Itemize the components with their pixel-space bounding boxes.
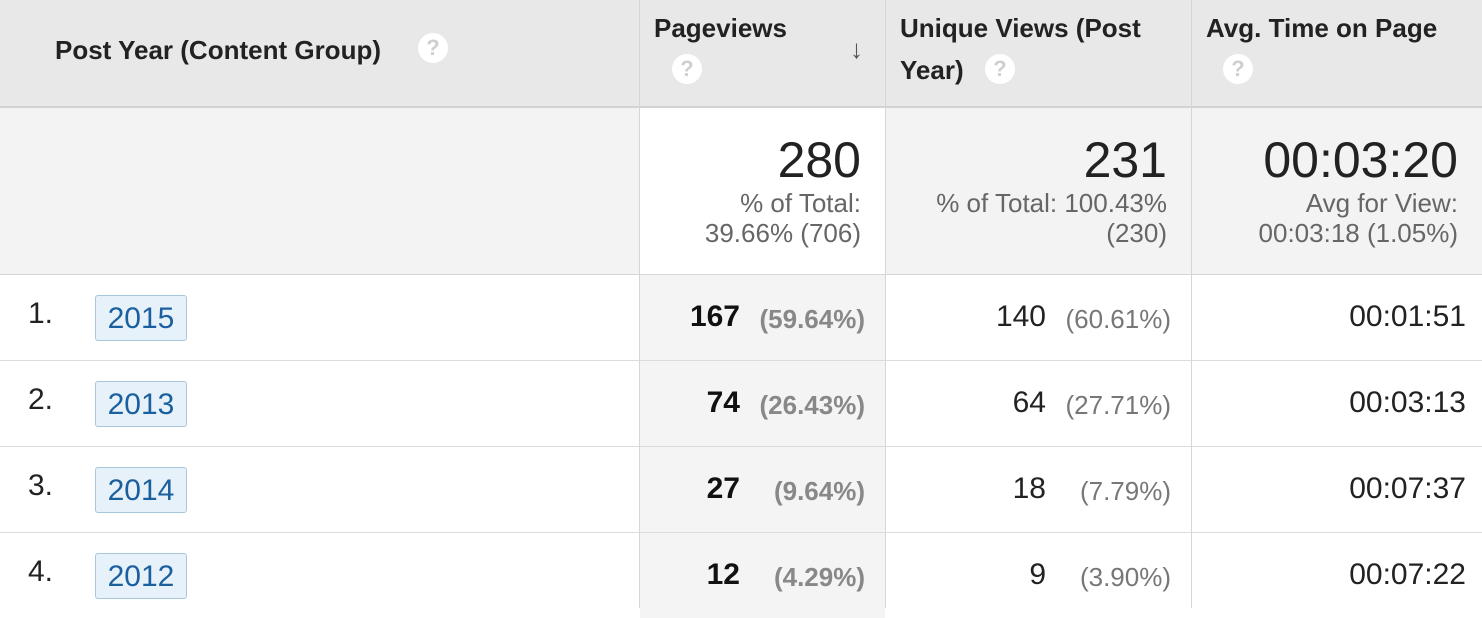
row-pageviews-cell: 74 (26.43%) xyxy=(640,361,885,446)
row-unique-cell: 64 (27.71%) xyxy=(886,361,1191,446)
total-pageviews: 280 xyxy=(777,132,861,188)
row-pageviews-cell: 167 (59.64%) xyxy=(640,275,885,360)
unique-views-percent: (27.71%) xyxy=(1065,390,1172,420)
table-row: 1. 2015 167 (59.64%) 140 (60.61%) 00:01:… xyxy=(0,275,1482,361)
total-avg-time: 00:03:20 xyxy=(1263,132,1458,188)
unique-views-percent: (7.79%) xyxy=(1079,476,1171,506)
table-row: 3. 2014 27 (9.64%) 18 (7.79%) 00:07:37 xyxy=(0,447,1482,533)
avg-time-value: 00:03:13 xyxy=(1349,386,1466,419)
avg-time-value: 00:01:51 xyxy=(1349,300,1466,333)
total-unique-views: 231 xyxy=(1083,132,1167,188)
total-unique-percent-label: % of Total: 100.43% xyxy=(936,188,1167,218)
pageviews-percent: (4.29%) xyxy=(773,562,865,592)
pageviews-percent: (9.64%) xyxy=(773,476,865,506)
unique-views-value: 18 xyxy=(1012,472,1046,505)
totals-label-cell xyxy=(0,108,639,274)
total-pageviews-percent-value: 39.66% (706) xyxy=(704,218,861,248)
avg-time-value: 00:07:37 xyxy=(1349,472,1466,505)
help-icon[interactable]: ? xyxy=(1223,54,1253,84)
help-icon[interactable]: ? xyxy=(672,54,702,84)
row-number: 1. xyxy=(28,297,54,330)
pageviews-value: 27 xyxy=(706,472,740,505)
row-avg-time-cell: 00:01:51 xyxy=(1192,275,1482,360)
row-number: 2. xyxy=(28,383,54,416)
row-pageviews-cell: 27 (9.64%) xyxy=(640,447,885,532)
pageviews-value: 167 xyxy=(689,300,740,333)
avg-for-view-value: 00:03:18 (1.05%) xyxy=(1258,218,1458,248)
row-unique-cell: 9 (3.90%) xyxy=(886,533,1191,618)
avg-for-view-label: Avg for View: xyxy=(1305,188,1458,218)
totals-pageviews-cell: 280 % of Total: 39.66% (706) xyxy=(640,108,885,274)
help-icon[interactable]: ? xyxy=(985,54,1015,84)
unique-views-percent: (3.90%) xyxy=(1079,562,1171,592)
unique-views-value: 64 xyxy=(1012,386,1046,419)
pageviews-value: 74 xyxy=(706,386,740,419)
pageviews-percent: (59.64%) xyxy=(759,304,866,334)
sort-arrow-down-icon[interactable]: ↓ xyxy=(850,34,863,64)
row-unique-cell: 18 (7.79%) xyxy=(886,447,1191,532)
row-dimension-cell: 4. 2012 xyxy=(0,533,639,618)
column-header-avg-time[interactable]: Avg. Time on Page ? xyxy=(1192,0,1482,106)
total-unique-percent-value: (230) xyxy=(1106,218,1167,248)
totals-row: 280 % of Total: 39.66% (706) 231 % of To… xyxy=(0,108,1482,275)
pageviews-value: 12 xyxy=(706,558,740,591)
unique-views-value: 140 xyxy=(995,300,1046,333)
column-title-unique-views-line1: Unique Views (Post xyxy=(900,13,1141,43)
column-title-unique-views-line2: Year) xyxy=(900,55,964,85)
column-header-unique-views[interactable]: Unique Views (Post Year) ? xyxy=(886,0,1191,106)
year-link[interactable]: 2015 xyxy=(95,295,187,341)
column-title-pageviews: Pageviews xyxy=(654,13,787,43)
column-title-avg-time: Avg. Time on Page xyxy=(1206,13,1438,43)
help-icon[interactable]: ? xyxy=(418,33,448,63)
total-pageviews-percent: % of Total: 39.66% (706) xyxy=(705,188,861,248)
unique-views-value: 9 xyxy=(1029,558,1046,591)
totals-avg-time-cell: 00:03:20 Avg for View: 00:03:18 (1.05%) xyxy=(1192,108,1482,274)
column-divider xyxy=(1191,0,1192,608)
row-number: 3. xyxy=(28,469,54,502)
column-divider xyxy=(885,0,886,608)
pageviews-percent: (26.43%) xyxy=(759,390,866,420)
column-header-post-year[interactable]: Post Year (Content Group) ? xyxy=(0,0,639,106)
unique-views-percent: (60.61%) xyxy=(1065,304,1172,334)
total-unique-percent: % of Total: 100.43% (230) xyxy=(936,188,1167,248)
column-divider xyxy=(639,0,640,608)
row-avg-time-cell: 00:07:22 xyxy=(1192,533,1482,618)
row-dimension-cell: 3. 2014 xyxy=(0,447,639,532)
totals-unique-cell: 231 % of Total: 100.43% (230) xyxy=(886,108,1191,274)
row-avg-time-cell: 00:03:13 xyxy=(1192,361,1482,446)
year-link[interactable]: 2014 xyxy=(95,467,187,513)
total-pageviews-percent-label: % of Total: xyxy=(740,188,861,218)
column-title-post-year: Post Year (Content Group) xyxy=(55,35,381,65)
year-link[interactable]: 2013 xyxy=(95,381,187,427)
row-pageviews-cell: 12 (4.29%) xyxy=(640,533,885,618)
row-dimension-cell: 2. 2013 xyxy=(0,361,639,446)
row-avg-time-cell: 00:07:37 xyxy=(1192,447,1482,532)
column-header-pageviews[interactable]: Pageviews ? ↓ xyxy=(640,0,885,106)
table-row: 4. 2012 12 (4.29%) 9 (3.90%) 00:07:22 xyxy=(0,533,1482,618)
row-number: 4. xyxy=(28,555,54,588)
table-row: 2. 2013 74 (26.43%) 64 (27.71%) 00:03:13 xyxy=(0,361,1482,447)
row-dimension-cell: 1. 2015 xyxy=(0,275,639,360)
row-unique-cell: 140 (60.61%) xyxy=(886,275,1191,360)
table-header: Post Year (Content Group) ? Pageviews ? … xyxy=(0,0,1482,108)
year-link[interactable]: 2012 xyxy=(95,553,187,599)
avg-time-value: 00:07:22 xyxy=(1349,558,1466,591)
total-avg-time-compare: Avg for View: 00:03:18 (1.05%) xyxy=(1259,188,1458,248)
